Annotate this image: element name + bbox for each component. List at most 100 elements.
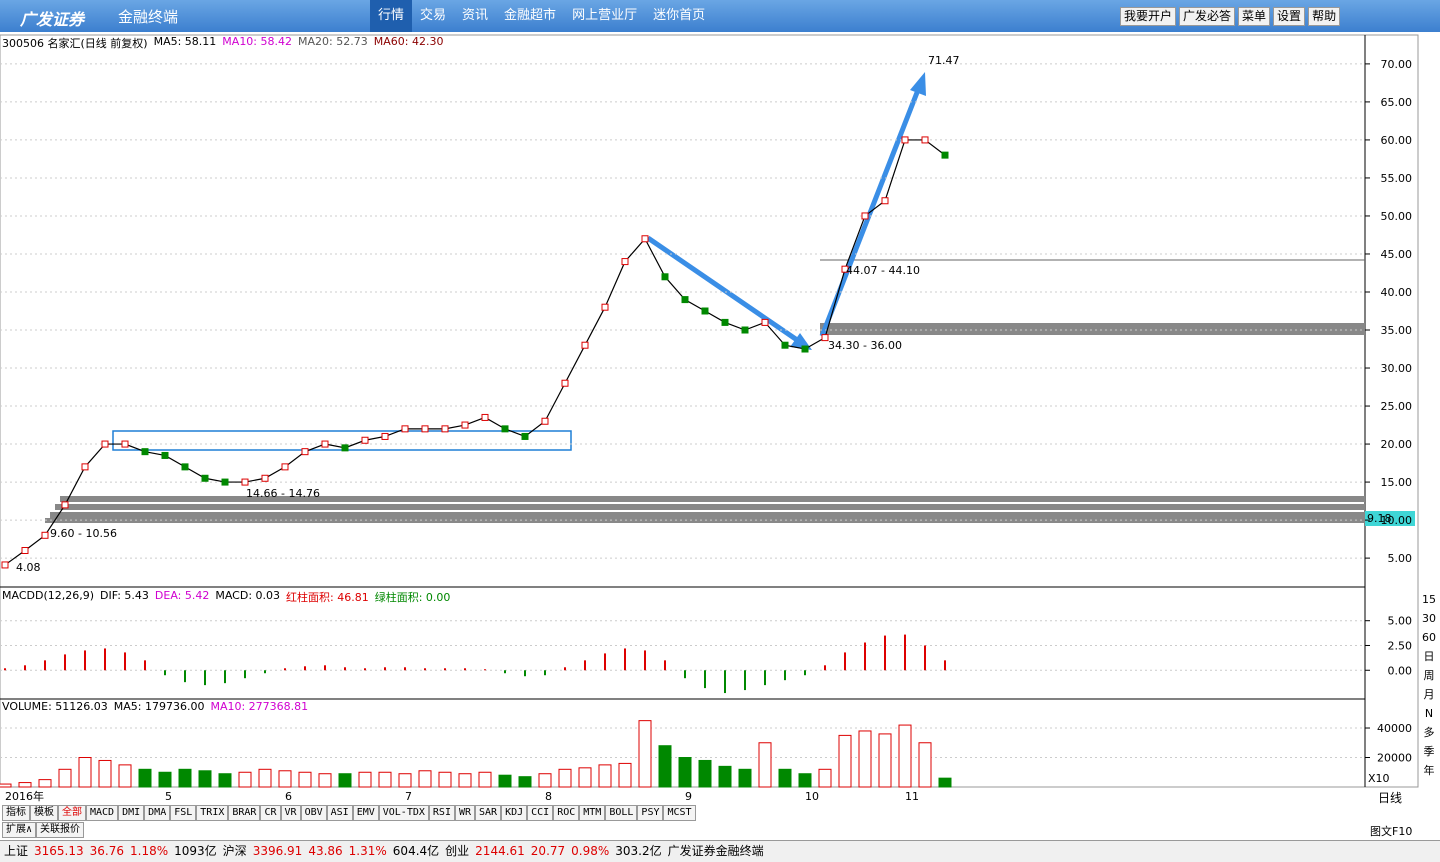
button[interactable]: 设置: [1273, 7, 1306, 26]
button[interactable]: 菜单: [1238, 7, 1271, 26]
tab[interactable]: BOLL: [605, 805, 638, 821]
status-item: 0.98%: [571, 844, 610, 858]
volume-bar: [918, 742, 932, 788]
nav-tab[interactable]: 资讯: [462, 8, 489, 23]
tab[interactable]: 全部: [58, 805, 86, 821]
volume-bar: [758, 742, 772, 788]
y-tick-label: 70.00: [1381, 58, 1413, 71]
f10[interactable]: 图文F10: [1370, 825, 1413, 838]
side-button[interactable]: 月: [1423, 688, 1435, 701]
tab[interactable]: EMV: [352, 805, 379, 821]
nav-tab[interactable]: 迷你首页: [653, 8, 706, 23]
tab[interactable]: 关联报价: [36, 822, 85, 838]
macd-bar: [744, 670, 746, 691]
side-button[interactable]: 30: [1422, 612, 1436, 625]
volume-bar: [718, 765, 732, 788]
button[interactable]: 广发必答: [1179, 7, 1236, 26]
tab[interactable]: TRIX: [196, 805, 229, 821]
tab[interactable]: 扩展∧: [2, 822, 37, 838]
period[interactable]: 日线: [1378, 791, 1403, 805]
status-item: 36.76: [89, 844, 124, 858]
macd-bar: [904, 634, 906, 671]
tab[interactable]: PSY: [637, 805, 664, 821]
side-button[interactable]: 年: [1423, 764, 1435, 777]
tab[interactable]: VOL-TDX: [378, 805, 429, 821]
side-button[interactable]: 周: [1423, 669, 1435, 682]
candle: [841, 265, 849, 273]
annotation: 9.18: [1367, 512, 1392, 525]
candle: [341, 444, 349, 452]
tab[interactable]: DMI: [118, 805, 145, 821]
volume-bar: [118, 764, 132, 788]
tab[interactable]: OBV: [300, 805, 327, 821]
candle: [521, 432, 529, 440]
tab[interactable]: FSL: [170, 805, 197, 821]
side-button[interactable]: 多: [1423, 726, 1435, 739]
tab[interactable]: WR: [454, 805, 476, 821]
header-item: DEA: 5.42: [154, 589, 210, 602]
tab[interactable]: ASI: [326, 805, 353, 821]
side-button[interactable]: 60: [1422, 631, 1436, 644]
x-tick-label: 8: [545, 790, 552, 803]
candle: [941, 151, 949, 159]
tab[interactable]: MCST: [663, 805, 696, 821]
volume-bar: [658, 745, 672, 788]
volume-header: VOLUME: 51126.03 MA5: 179736.00 MA10: 2773…: [2, 700, 308, 713]
y-tick-label: 15.00: [1381, 476, 1413, 489]
volume-bar: [0, 783, 12, 788]
y-tick-label: 55.00: [1381, 172, 1413, 185]
tab[interactable]: CCI: [527, 805, 554, 821]
tab[interactable]: SAR: [475, 805, 502, 821]
tab[interactable]: DMA: [144, 805, 171, 821]
candle: [141, 448, 149, 456]
macd-bar: [584, 660, 586, 671]
nav-tab[interactable]: 行情: [370, 0, 413, 32]
brand: 广发证券金融终端: [667, 844, 764, 858]
volume-bar: [238, 771, 252, 788]
header-item: MA10: 277368.81: [210, 700, 309, 713]
candle: [501, 425, 509, 433]
y-tick-label: 10.00: [1381, 514, 1413, 527]
macd-bar: [4, 668, 6, 671]
header-item: MA60: 42.30: [373, 35, 444, 48]
status-item: 20.77: [530, 844, 566, 858]
chart: 5.00 10.00 15.00 20.00 25.00 30.00 35.00 40.00 4…: [0, 34, 1419, 803]
tab[interactable]: 指标: [2, 805, 30, 821]
header-item: DIF: 5.43: [100, 589, 149, 602]
volume-bar: [78, 757, 92, 788]
volume-bar: [678, 757, 692, 788]
x-tick-label: 2016/09/06/二: [745, 790, 823, 803]
tab[interactable]: BRAR: [228, 805, 261, 821]
tab[interactable]: MTM: [579, 805, 606, 821]
nav-tab[interactable]: 网上营业厅: [572, 8, 638, 23]
tab[interactable]: VR: [280, 805, 301, 821]
annotation: 71.47: [928, 54, 960, 67]
candle: [741, 326, 749, 334]
candle: [581, 341, 589, 349]
candle: [681, 296, 689, 304]
volume-bar: [378, 771, 392, 788]
tab[interactable]: KDJ: [501, 805, 528, 821]
candle: [601, 303, 609, 311]
header-item: MACD: 0.03: [215, 589, 281, 602]
side-button[interactable]: 季: [1423, 745, 1435, 758]
tab[interactable]: CR: [260, 805, 281, 821]
tab[interactable]: ROC: [553, 805, 580, 821]
buttons: 我要开户 广发必答 菜单 设置 帮助: [1120, 7, 1341, 26]
volume-bar: [338, 773, 352, 788]
tab[interactable]: MACD: [86, 805, 119, 821]
side-button[interactable]: 日: [1423, 650, 1435, 663]
macd-bar: [544, 670, 546, 676]
button[interactable]: 帮助: [1308, 7, 1341, 26]
indicator-tabs: 指标 模板 全部 MACD DMI DMA FSL TRIX BRAR CR VR OBV ASI EMV…: [2, 805, 696, 821]
candle: [201, 474, 209, 482]
tab[interactable]: 模板: [30, 805, 58, 821]
tab[interactable]: RSI: [428, 805, 455, 821]
volume-bar: [498, 774, 512, 788]
side-button[interactable]: 15: [1422, 593, 1436, 606]
button[interactable]: 我要开户: [1120, 7, 1177, 26]
nav-tab[interactable]: 交易: [420, 8, 447, 23]
status-item: 3165.13: [34, 844, 84, 858]
nav-tab[interactable]: 金融超市: [504, 8, 557, 23]
side-button[interactable]: N: [1424, 707, 1434, 720]
